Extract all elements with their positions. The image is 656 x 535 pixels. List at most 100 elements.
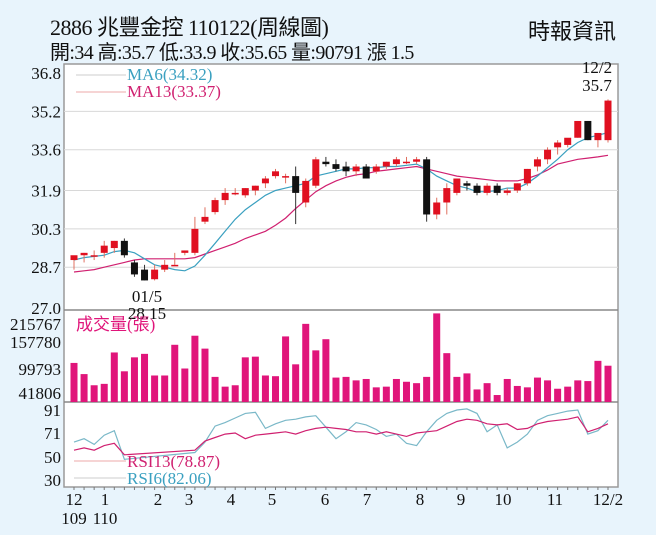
candle — [523, 168, 531, 184]
candle — [261, 178, 269, 184]
volume-tick-label: 99793 — [19, 360, 62, 379]
volume-bar — [423, 376, 431, 402]
rsi-tick-label: 71 — [44, 424, 61, 443]
volume-title: 成交量(張) — [76, 315, 155, 334]
volume-bar — [483, 383, 491, 402]
candle — [503, 190, 511, 193]
volume-bar — [332, 377, 340, 402]
volume-bar — [554, 388, 562, 402]
volume-bar — [282, 336, 290, 402]
volume-bar — [392, 378, 400, 402]
rsi6-line — [73, 408, 609, 460]
candle — [413, 159, 421, 162]
volume-bar — [382, 386, 390, 402]
candle — [342, 166, 350, 172]
volume-bar — [161, 375, 169, 402]
volume-bar — [463, 373, 471, 402]
candle — [554, 142, 562, 148]
volume-bar — [443, 353, 451, 402]
candle — [594, 132, 602, 141]
volume-bar — [70, 362, 78, 402]
price-tick-label: 31.9 — [31, 182, 61, 201]
candle — [312, 159, 320, 186]
volume-bar — [211, 376, 219, 402]
volume-bar — [402, 381, 410, 402]
candle — [130, 262, 138, 275]
price-tick-label: 27.0 — [31, 299, 61, 318]
volume-bar — [533, 377, 541, 402]
x-tick-label: 8 — [416, 490, 425, 509]
candle — [604, 100, 612, 141]
volume-bar — [141, 353, 149, 402]
ma6-legend: MA6(34.32) — [127, 65, 212, 84]
volume-bar — [503, 378, 511, 402]
rsi13-legend: RSI13(78.87) — [127, 452, 220, 471]
x-tick-label: 10 — [495, 490, 512, 509]
candle — [161, 264, 169, 270]
ma13-legend: MA13(33.37) — [127, 82, 221, 101]
x-tick-label: 9 — [457, 490, 466, 509]
volume-bar — [302, 323, 310, 402]
candle — [483, 185, 491, 193]
candle — [402, 161, 410, 164]
volume-bar — [231, 385, 239, 402]
candle — [372, 166, 380, 172]
volume-tick-label: 41806 — [19, 384, 62, 403]
rsi-tick-label: 50 — [44, 448, 61, 467]
volume-bar — [251, 356, 259, 402]
candle — [302, 180, 310, 203]
volume-bar — [120, 371, 128, 402]
candle — [332, 164, 340, 169]
volume-bar — [473, 389, 481, 402]
rsi6-legend: RSI6(82.06) — [127, 469, 212, 488]
candle — [120, 240, 128, 256]
candle — [473, 185, 481, 193]
volume-bar — [221, 386, 229, 402]
price-tick-label: 35.2 — [31, 102, 61, 121]
candle — [513, 183, 521, 191]
candle — [493, 185, 501, 193]
x-tick-label: 4 — [227, 490, 236, 509]
volume-bar — [130, 357, 138, 402]
candle — [90, 255, 98, 257]
x-tick-label: 12/2 — [593, 490, 623, 509]
candle — [564, 137, 572, 145]
high-date-annotation: 12/2 — [582, 58, 612, 77]
price-tick-label: 30.3 — [31, 220, 61, 239]
x-tick-label: 2 — [154, 490, 163, 509]
volume-tick-label: 215767 — [10, 315, 62, 334]
volume-bar — [261, 375, 269, 402]
volume-bar — [342, 376, 350, 402]
candle — [282, 176, 290, 178]
candle — [352, 166, 360, 172]
volume-bar — [110, 352, 118, 402]
volume-bar — [574, 380, 582, 402]
x-tick-label: 12 — [66, 490, 83, 509]
candle — [241, 188, 249, 196]
source-label: 時報資訊 — [527, 19, 616, 44]
volume-bar — [90, 385, 98, 402]
candle — [463, 183, 471, 186]
volume-bar — [171, 344, 179, 402]
chart-title: 2886 兆豐金控 110122(周線圖) — [50, 15, 329, 40]
candle — [322, 161, 330, 165]
candle — [433, 202, 441, 215]
price-tick-label: 28.7 — [31, 258, 61, 277]
x-tick-label: 6 — [321, 490, 330, 509]
candle — [544, 149, 552, 160]
high-value-annotation: 35.7 — [582, 76, 612, 95]
candle — [251, 185, 259, 191]
price-tick-label: 33.6 — [31, 141, 61, 160]
rsi-tick-label: 91 — [44, 401, 61, 420]
volume-bar — [372, 387, 380, 402]
candle — [443, 188, 451, 203]
candle — [272, 171, 280, 177]
volume-bar — [433, 313, 441, 402]
candle — [231, 192, 239, 195]
candle — [201, 216, 209, 222]
x-tick-label: 1 — [101, 490, 110, 509]
volume-bar — [181, 368, 189, 402]
